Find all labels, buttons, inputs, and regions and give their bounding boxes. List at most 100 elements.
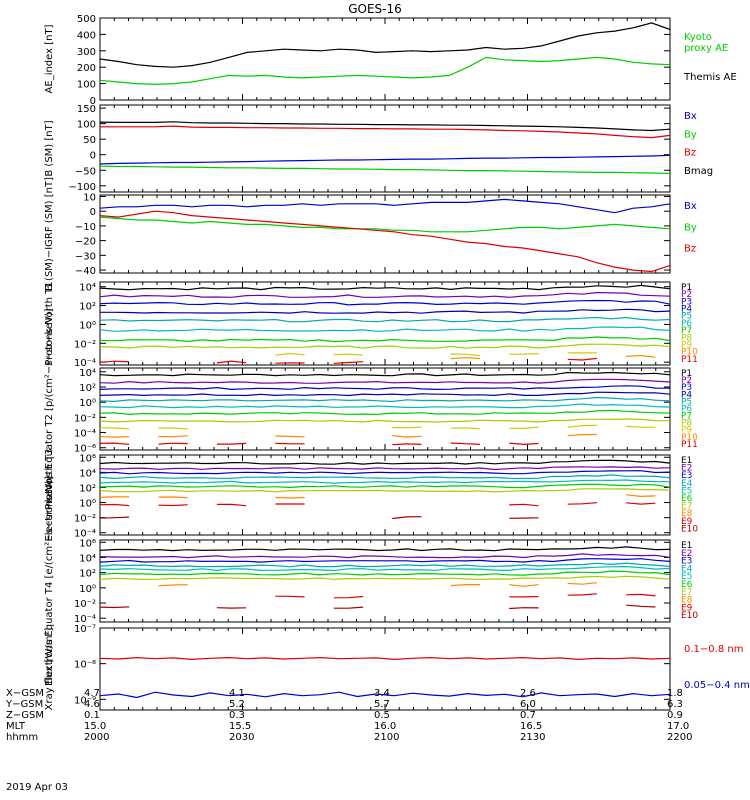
- legend-e2: E2: [681, 549, 692, 559]
- figure-title: GOES-16: [348, 2, 402, 16]
- legend-p6: P6: [681, 319, 692, 329]
- y-tick-label: 10⁰: [79, 320, 96, 331]
- channel-line-p1: [99, 284, 671, 291]
- ephemeris-row-label: X−GSM: [6, 688, 44, 699]
- channel-line-p5: [99, 396, 671, 403]
- channel-line-e8: [158, 496, 188, 499]
- y-tick-label: 200: [77, 63, 96, 74]
- channel-line-p2: [99, 378, 671, 384]
- y-tick-label: −20: [75, 237, 96, 248]
- legend-e3: E3: [681, 557, 692, 567]
- y-tick-label: 10²: [79, 569, 96, 580]
- y-tick-label: 10⁶: [79, 538, 96, 549]
- legend-p8: P8: [681, 333, 692, 343]
- channel-line-p10: [275, 435, 305, 438]
- channel-line-p9: [333, 353, 364, 356]
- legend-p4: P4: [681, 390, 692, 400]
- legend-e1: E1: [681, 456, 692, 466]
- series-line-by: [99, 165, 671, 174]
- y-tick-label: 50: [83, 135, 96, 146]
- channel-line-e8: [567, 582, 597, 585]
- y-tick-label: 10⁻²: [74, 413, 96, 424]
- channel-line-p4: [99, 391, 671, 397]
- channel-line-p11: [99, 442, 130, 445]
- y-axis-label: B (SM) [nT]: [44, 120, 55, 176]
- panel-frame: [99, 104, 671, 193]
- legend-p5: P5: [681, 312, 692, 322]
- panel-5: 10⁻⁶ 10⁻⁴ 10⁻² 10⁰ 10² 10⁴ Protons Equator T2 …: [44, 308, 698, 510]
- legend-e6: E6: [681, 580, 693, 590]
- channel-line-e5: [99, 479, 670, 484]
- panel-1: 0 100 200 300 400 500 AE_index [nT] Kyotoproxy …: [44, 14, 737, 107]
- ephemeris-value: 5.7: [374, 699, 390, 710]
- y-axis-label: AE_index [nT]: [44, 24, 55, 93]
- y-tick-label: 10²: [79, 483, 96, 494]
- legend-e2: E2: [681, 464, 692, 474]
- channel-line-p6: [99, 403, 671, 409]
- panel-2: −100 −50 0 50 100 150 B (SM) [nT] Bx By Bz Bmag: [44, 104, 713, 193]
- channel-line-e1: [99, 546, 671, 552]
- ephemeris-value: 0.3: [229, 710, 245, 721]
- channel-line-p10: [392, 435, 422, 438]
- y-tick-label: 10⁴: [79, 368, 96, 379]
- channel-line-e8: [99, 496, 130, 498]
- legend-entry: Bx: [684, 111, 697, 122]
- ephemeris-value: 5.2: [229, 699, 245, 710]
- legend-entry: Bz: [684, 244, 696, 255]
- channel-line-p8: [99, 343, 671, 349]
- channel-line-e9: [216, 503, 247, 507]
- legend-p2: P2: [681, 290, 692, 300]
- legend-p10: P10: [681, 348, 698, 358]
- channel-line-p11: [216, 360, 247, 364]
- channel-line-p10: [567, 433, 597, 437]
- legend-entry: By: [684, 222, 697, 233]
- channel-line-e6: [99, 570, 671, 576]
- legend-e10: E10: [681, 524, 698, 534]
- channel-line-e9: [567, 593, 597, 596]
- legend-p10: P10: [681, 433, 698, 443]
- ephemeris-value: 2030: [229, 732, 254, 743]
- ephemeris-value: 0.1: [84, 710, 100, 721]
- channel-line-e8: [509, 584, 539, 587]
- legend-entry: Themis AE: [683, 72, 737, 83]
- legend-e9: E9: [681, 517, 693, 527]
- channel-line-p9: [450, 427, 481, 430]
- legend-e1: E1: [681, 541, 692, 551]
- y-tick-label: 10⁻⁴: [74, 614, 96, 625]
- channel-line-e7: [99, 488, 671, 493]
- channel-line-e8: [275, 496, 305, 499]
- legend-e8: E8: [681, 596, 693, 606]
- channel-line-p1: [99, 371, 671, 377]
- channel-line-p6: [99, 326, 671, 332]
- y-tick-label: 10⁻²: [74, 339, 96, 350]
- panel-8: 10⁻⁹ 10⁻⁸ 10⁻⁷ Xray flux [W/m²] 0.1−0.8 nm 0.…: [44, 624, 750, 711]
- ephemeris-value: 4.7: [84, 688, 100, 699]
- y-tick-label: 10⁻⁶: [74, 444, 96, 455]
- panel-6: 10⁻⁴ 10⁻² 10⁰ 10² 10⁴ 10⁶ Electrons North T3 E1…: [44, 448, 698, 541]
- channel-line-e8: [158, 584, 188, 587]
- channel-line-p9: [99, 427, 130, 430]
- channel-line-e3: [99, 470, 671, 475]
- y-tick-label: 100: [77, 120, 96, 131]
- channel-line-p4: [100, 308, 671, 314]
- panel-frame: [99, 539, 671, 623]
- series-line-bz: [100, 125, 671, 139]
- channel-line-e4: [99, 474, 671, 480]
- y-tick-label: 0: [90, 151, 96, 162]
- y-tick-label: 10⁻⁴: [74, 358, 96, 369]
- y-axis-label: Xray flux [W/m²]: [44, 628, 55, 711]
- ephemeris-value: 15.5: [229, 721, 251, 732]
- series-line-bz: [99, 210, 671, 273]
- legend-e6: E6: [681, 494, 693, 504]
- legend-entry: Bmag: [684, 166, 713, 177]
- channel-line-p11: [567, 357, 597, 361]
- legend-entry: proxy AE: [684, 43, 728, 54]
- ephemeris-value: 6.3: [667, 699, 683, 710]
- series-line-themis-ae: [99, 22, 671, 68]
- channel-line-e2: [99, 466, 671, 471]
- y-tick-label: 0: [90, 207, 96, 218]
- y-tick-label: 10⁻⁹: [74, 695, 96, 706]
